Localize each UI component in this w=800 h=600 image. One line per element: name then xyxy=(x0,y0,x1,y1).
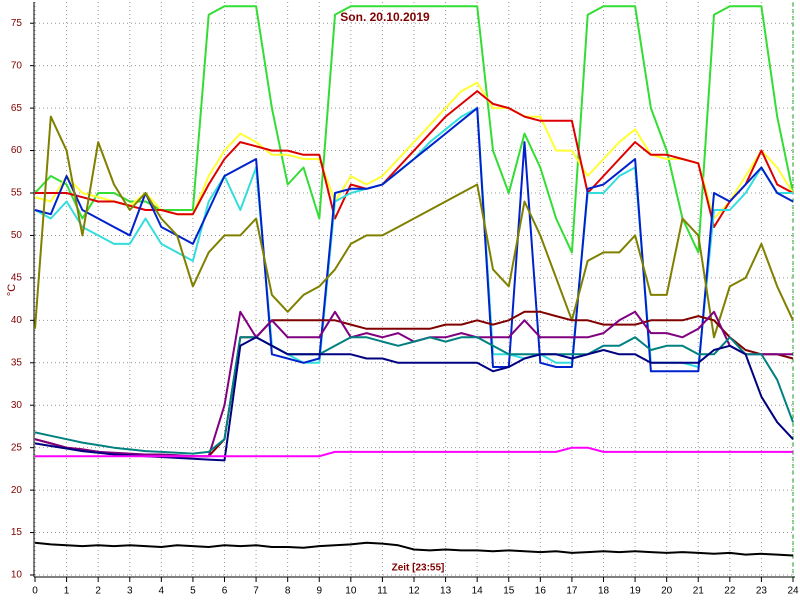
x-tick-label: 5 xyxy=(190,586,196,597)
y-tick-label: 25 xyxy=(11,442,23,453)
x-tick-label: 11 xyxy=(377,586,388,597)
series-line xyxy=(34,115,794,339)
x-tick-label: 6 xyxy=(222,586,228,597)
y-tick-label: 60 xyxy=(11,145,23,156)
y-tick-label: 35 xyxy=(11,357,23,368)
x-tick-label: 3 xyxy=(127,586,133,597)
x-tick-label: 22 xyxy=(724,586,736,597)
x-tick-label: 2 xyxy=(95,586,101,597)
x-tick-label: 13 xyxy=(440,586,452,597)
x-tick-label: 1 xyxy=(64,586,70,597)
y-tick-label: 65 xyxy=(11,103,23,114)
x-tick-label: 16 xyxy=(535,586,547,597)
series-line xyxy=(34,107,794,373)
x-tick-label: 9 xyxy=(316,586,322,597)
x-tick-label: 8 xyxy=(285,586,291,597)
x-tick-label: 7 xyxy=(253,586,259,597)
y-tick-label: 55 xyxy=(11,188,23,199)
x-tick-label: 15 xyxy=(503,586,515,597)
x-tick-label: 24 xyxy=(787,586,799,597)
chart-title: Son. 20.10.2019 xyxy=(340,10,430,24)
x-tick-label: 10 xyxy=(345,586,357,597)
x-tick-label: 20 xyxy=(661,586,673,597)
series-line xyxy=(34,541,794,557)
x-tick-label: 0 xyxy=(32,586,38,597)
plot xyxy=(34,2,794,576)
x-axis-label: Zeit [23:55] xyxy=(392,563,445,574)
series-line xyxy=(34,336,794,455)
y-tick-label: 20 xyxy=(11,485,23,496)
y-tick-label: 45 xyxy=(11,273,23,284)
x-tick-label: 14 xyxy=(472,586,484,597)
y-tick-label: 10 xyxy=(11,570,23,581)
y-tick-label: 50 xyxy=(11,230,23,241)
y-tick-label: 40 xyxy=(11,315,23,326)
x-tick-label: 17 xyxy=(566,586,578,597)
x-tick-label: 21 xyxy=(693,586,705,597)
series-line xyxy=(35,446,793,458)
y-tick-label: 15 xyxy=(11,527,23,538)
x-tick-label: 18 xyxy=(598,586,610,597)
x-tick-label: 12 xyxy=(408,586,420,597)
y-tick-label: 70 xyxy=(11,60,23,71)
x-tick-label: 23 xyxy=(756,586,768,597)
y-axis-label: °C xyxy=(6,284,18,296)
y-tick-label: 30 xyxy=(11,400,23,411)
series-line xyxy=(35,90,794,228)
y-tick-label: 75 xyxy=(11,18,23,29)
x-tick-label: 19 xyxy=(630,586,642,597)
x-tick-label: 4 xyxy=(159,586,165,597)
